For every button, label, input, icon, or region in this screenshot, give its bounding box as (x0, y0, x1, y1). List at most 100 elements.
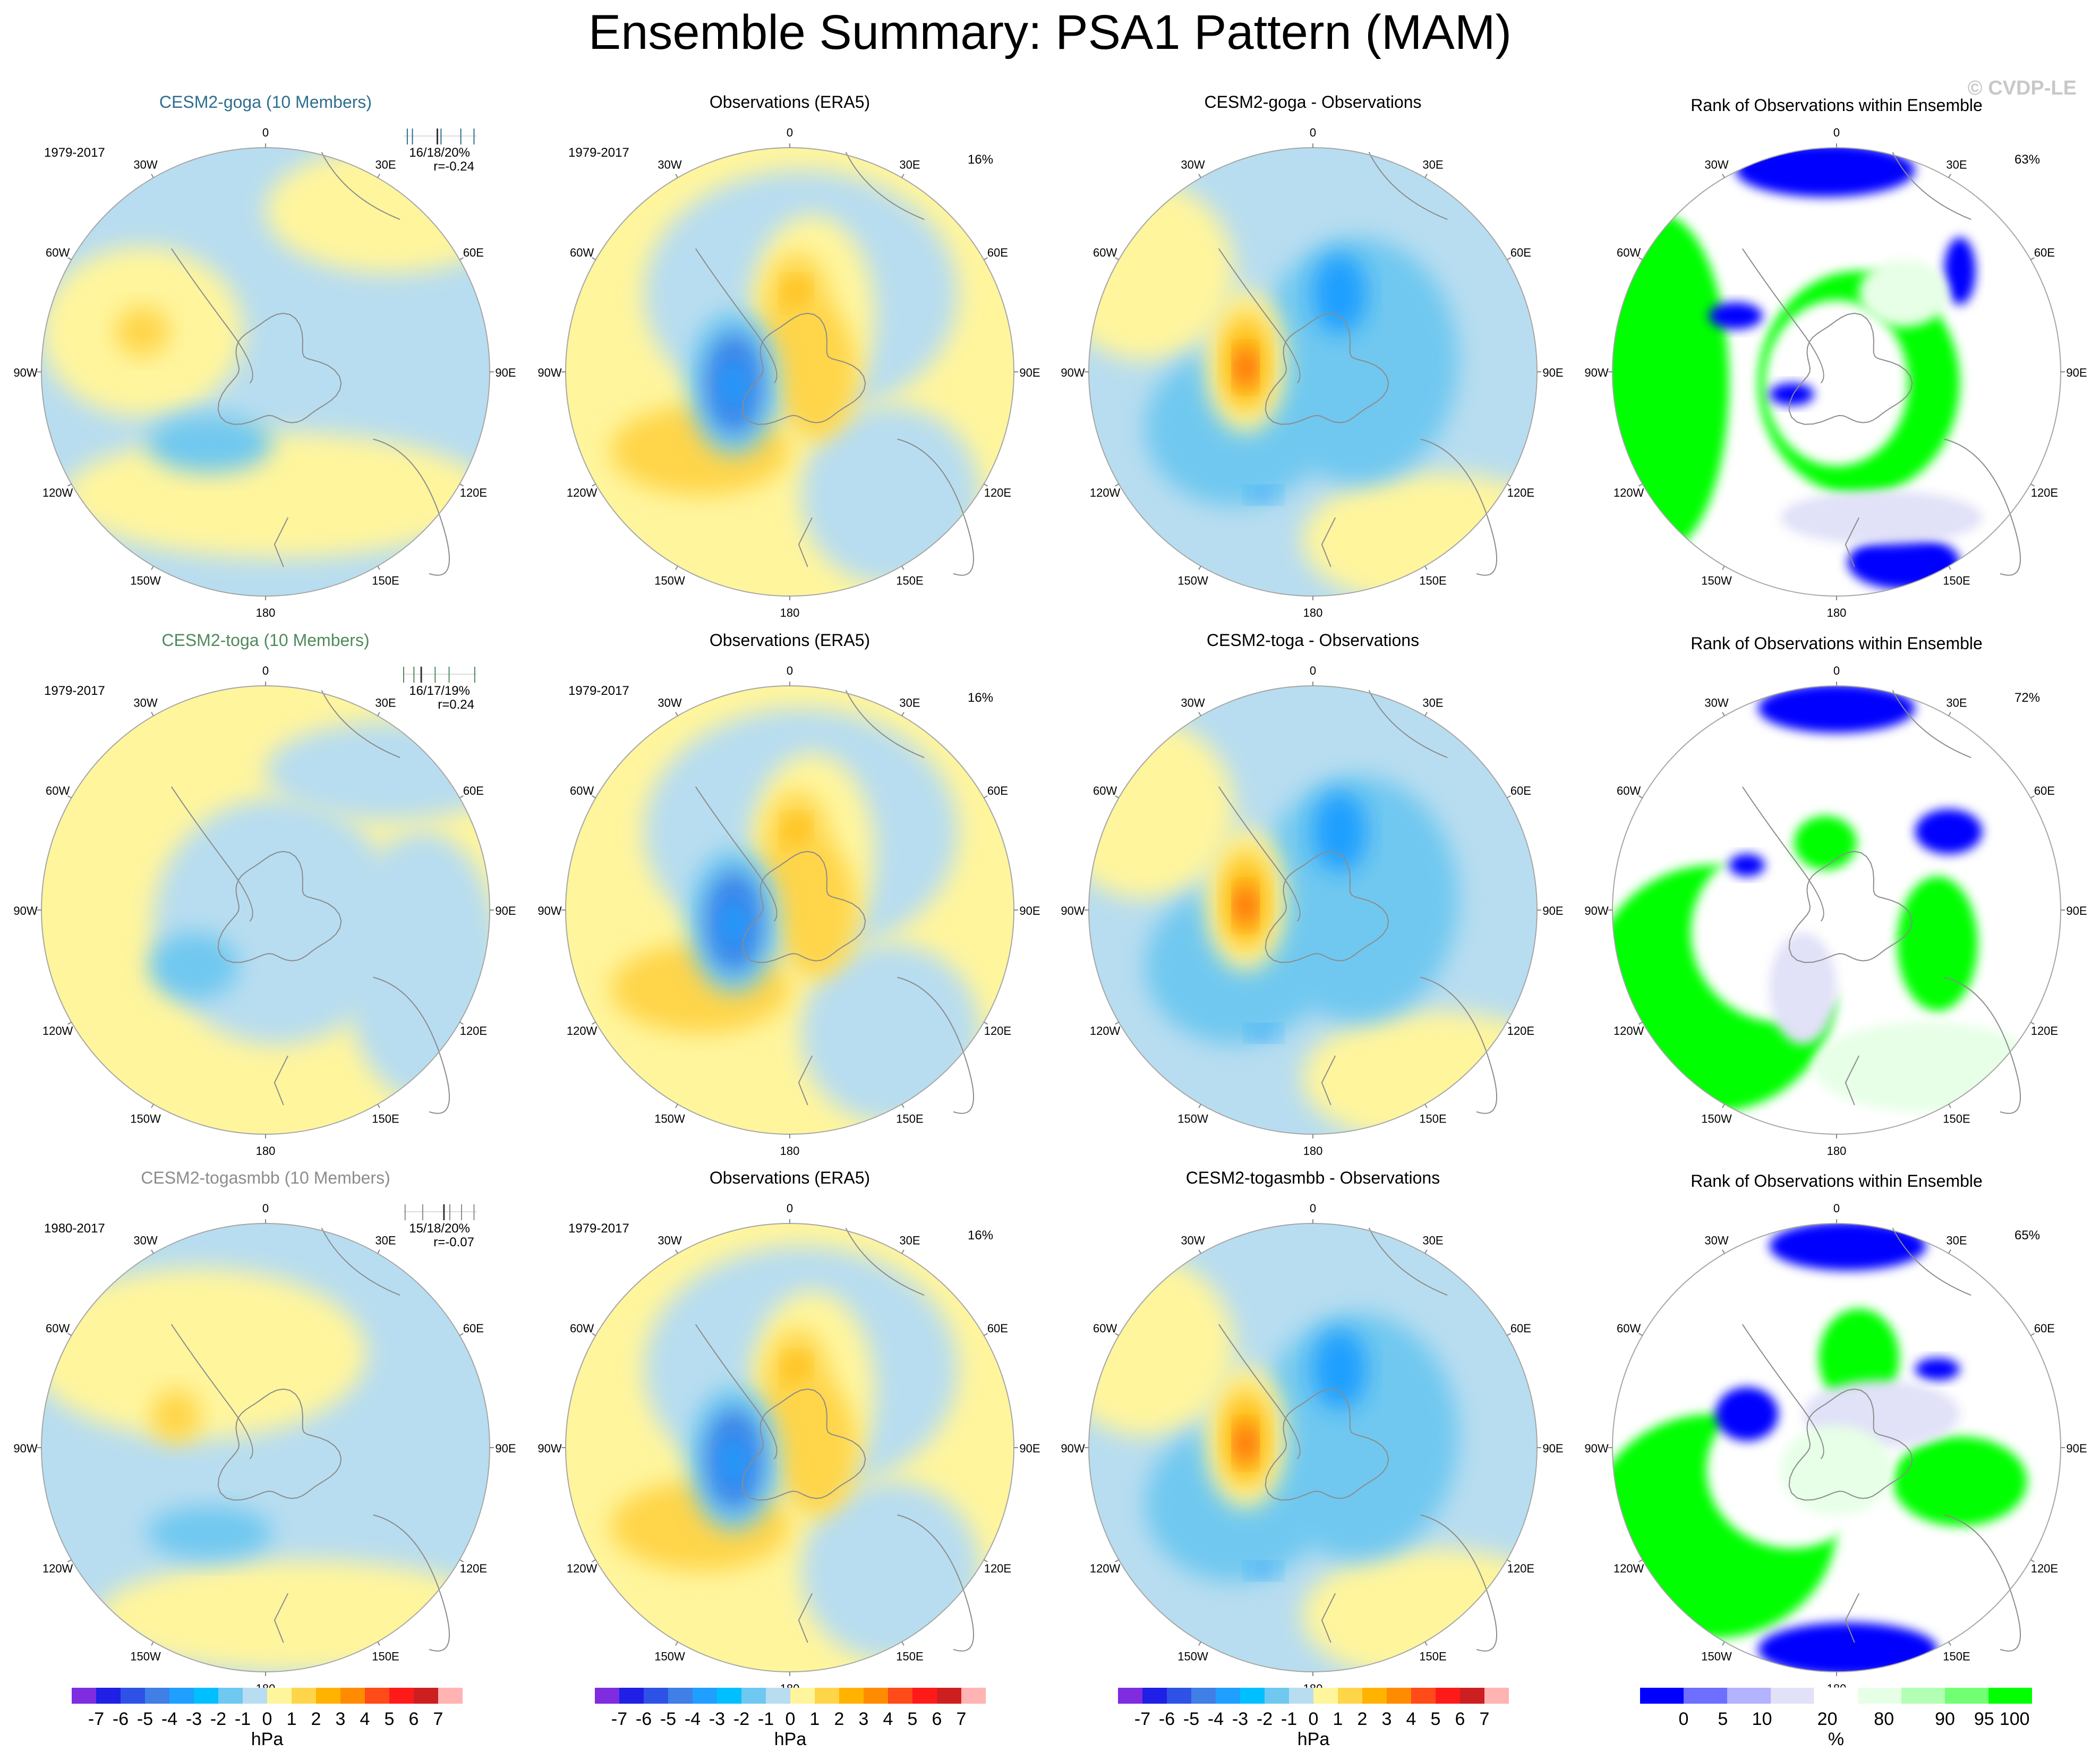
longitude-label: 0 (787, 1202, 793, 1215)
colorbar-box (766, 1688, 790, 1704)
longitude-label: 60E (1510, 246, 1531, 259)
longitude-label: 90E (495, 904, 516, 917)
longitude-label: 90W (537, 1442, 561, 1455)
colorbar-tick-label: 3 (1382, 1709, 1392, 1729)
longitude-tick (2030, 795, 2035, 798)
longitude-tick (1638, 795, 1643, 798)
pct-variance-label: 16% (968, 1228, 993, 1243)
colorbar-box (790, 1688, 815, 1704)
colorbar-box (595, 1688, 619, 1704)
contour-region (1089, 1257, 1235, 1436)
panel-title: CESM2-toga - Observations (1207, 631, 1419, 650)
colorbar-box (414, 1688, 438, 1704)
longitude-label: 30W (1704, 158, 1728, 172)
australia-coastline (1420, 438, 1497, 576)
colorbar-box (1142, 1688, 1167, 1704)
colorbar-box (438, 1688, 463, 1704)
antarctic-coastline (1788, 851, 1913, 963)
longitude-label: 30E (899, 158, 920, 172)
colorbar-box (1771, 1688, 1814, 1704)
longitude-label: 120W (1090, 1024, 1121, 1038)
longitude-tick (901, 1103, 904, 1108)
longitude-tick (1198, 1641, 1201, 1646)
colorbar-tick-label: 0 (262, 1709, 272, 1729)
australia-coastline (897, 438, 974, 576)
longitude-tick (67, 257, 72, 260)
longitude-label: 0 (787, 664, 793, 677)
colorbar-box (96, 1688, 121, 1704)
colorbar-tick-label: 1 (1333, 1709, 1343, 1729)
period-label: 1979-2017 (44, 684, 105, 698)
australia-coastline (1420, 976, 1497, 1114)
colorbar-box (1640, 1688, 1684, 1704)
longitude-tick (1722, 174, 1725, 178)
longitude-label: 180 (780, 606, 800, 619)
colorbar-tick-label: -5 (1183, 1709, 1199, 1729)
longitude-tick (1424, 1103, 1428, 1108)
longitude-tick (901, 712, 904, 717)
contour-region (1089, 181, 1235, 361)
colorbar-box (194, 1688, 218, 1704)
map-panel-r1-c1: 0 30E 60E 90E 120E 150E 180 150W 120W 90W 60W 30W CE… (13, 92, 516, 619)
longitude-label: 30E (1422, 696, 1443, 710)
contour-region (1780, 1425, 1893, 1515)
longitude-label: 150E (372, 1112, 399, 1125)
colorbar-box (815, 1688, 839, 1704)
contour-region (1709, 302, 1763, 329)
colorbar-tick-label: -4 (1208, 1709, 1224, 1729)
longitude-tick (1722, 1249, 1725, 1254)
longitude-label: 120E (2031, 1562, 2058, 1575)
longitude-label: 150W (1701, 1112, 1732, 1125)
longitude-label: 180 (256, 606, 276, 619)
longitude-label: 30E (375, 1234, 396, 1247)
longitude-tick (1638, 1022, 1643, 1025)
colorbar-box (267, 1688, 292, 1704)
contour-region (149, 932, 239, 1000)
longitude-label: 30E (899, 1234, 920, 1247)
contour-region (1764, 300, 1909, 466)
south-america-coastline (695, 1324, 778, 1459)
colorbar-box (839, 1688, 864, 1704)
colorbar-box (292, 1688, 316, 1704)
longitude-tick (592, 795, 596, 798)
longitude-tick (1948, 712, 1951, 717)
colorbar-tick-label: -6 (113, 1709, 129, 1729)
longitude-tick (377, 174, 380, 178)
longitude-label: 30W (1704, 696, 1728, 710)
period-label: 1979-2017 (568, 1221, 629, 1236)
contour-region (1944, 237, 1976, 305)
rank-pct-label: 65% (2014, 1228, 2040, 1243)
map-panel-r1-c4: 0 30E 60E 90E 120E 150E 180 150W 120W 90W 60W 30W Ra… (1584, 96, 2087, 619)
longitude-label: 120E (2031, 486, 2058, 499)
colorbar-tick-label: 7 (1480, 1709, 1490, 1729)
longitude-tick (1506, 1333, 1511, 1336)
period-label: 1979-2017 (568, 684, 629, 698)
longitude-tick (983, 795, 988, 798)
longitude-label: 120E (2031, 1024, 2058, 1038)
antarctic-coastline (217, 1388, 342, 1501)
contour-region (344, 831, 490, 1101)
colorbar-box (937, 1688, 961, 1704)
colorbar-tick-label: -1 (758, 1709, 774, 1729)
longitude-label: 90E (2066, 1442, 2087, 1455)
africa-coastline (1892, 690, 1971, 758)
south-america-coastline (1742, 248, 1824, 384)
rank-field (1612, 686, 2061, 1134)
australia-coastline (1944, 438, 2021, 576)
longitude-label: 30W (1181, 1234, 1205, 1247)
map-panel-r2-c3: 0 30E 60E 90E 120E 150E 180 150W 120W 90W 60W 30W CE… (1061, 631, 1563, 1158)
contour-region (1794, 815, 1857, 870)
longitude-label: 30W (133, 1234, 157, 1247)
longitude-tick (67, 1559, 72, 1562)
australia-coastline (373, 976, 450, 1114)
longitude-label: 0 (262, 1202, 269, 1215)
panel-title: Rank of Observations within Ensemble (1691, 634, 1983, 653)
map-panel-r3-c2: 030E60E90E120E150E180150W120W90W60W30WOb… (537, 1168, 1040, 1695)
pattern-correlation-label: r=-0.24 (433, 159, 474, 174)
colorbar-box (1901, 1688, 1945, 1704)
africa-coastline (321, 151, 400, 220)
longitude-tick (377, 1641, 380, 1646)
longitude-tick (675, 712, 678, 717)
contour-region (41, 1268, 366, 1439)
colorbar-tick-label: -1 (235, 1709, 251, 1729)
